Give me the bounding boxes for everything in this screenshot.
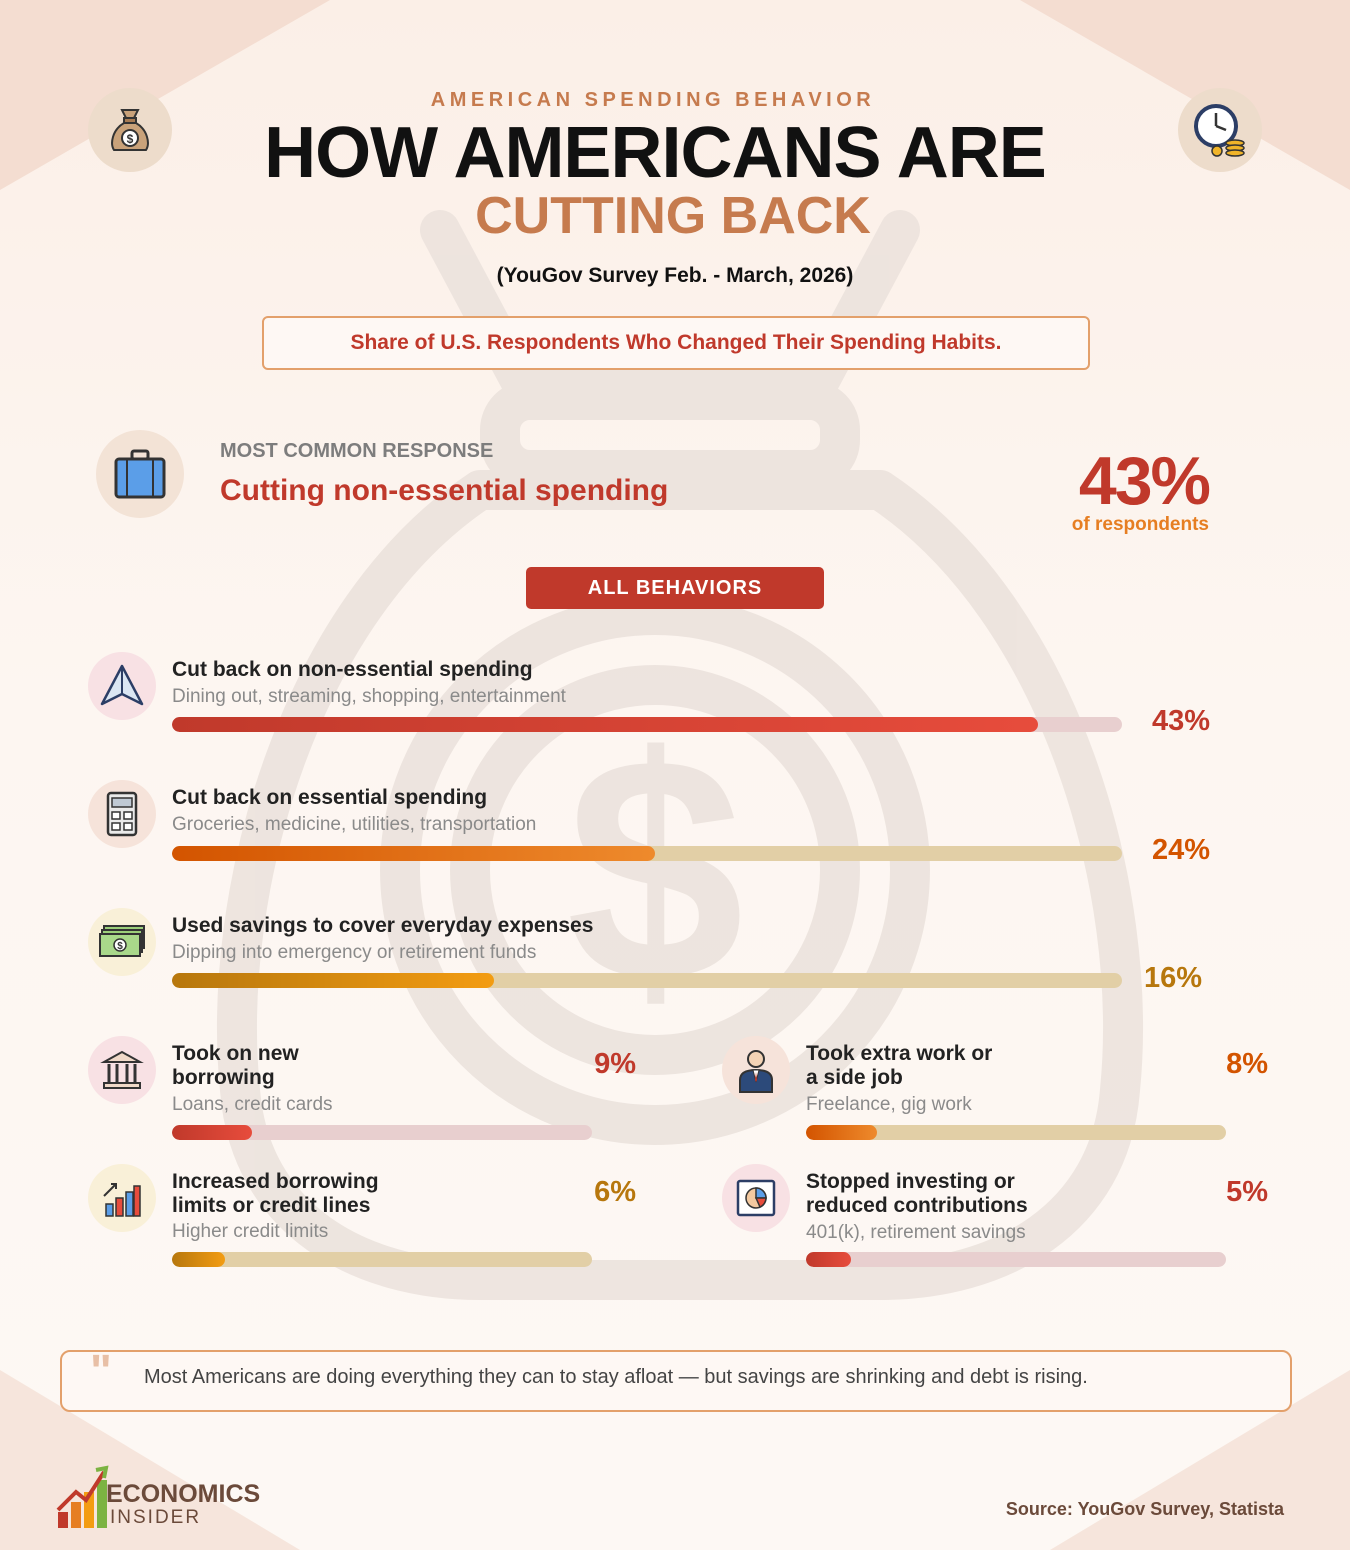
behavior-title: Took extra work or a side job <box>806 1042 992 1090</box>
svg-text:$: $ <box>117 941 123 952</box>
corner-decoration <box>0 0 330 190</box>
most-common-text: Cutting non-essential spending <box>220 474 669 507</box>
corner-decoration <box>1020 0 1350 190</box>
behavior-subtitle: Groceries, medicine, utilities, transpor… <box>172 814 537 835</box>
money-bag-icon: $ <box>88 88 172 172</box>
svg-text:$: $ <box>566 690 744 1048</box>
pie-chart-board-icon <box>722 1164 790 1232</box>
kicker: AMERICAN SPENDING BEHAVIOR <box>430 89 876 111</box>
cash-stack-icon: $ <box>88 908 156 976</box>
page-title-accent: CUTTING BACK <box>475 187 871 245</box>
behavior-title: Cut back on non-essential spending <box>172 658 533 681</box>
most-common-label: MOST COMMON RESPONSE <box>220 440 494 462</box>
bar-track <box>172 717 1122 732</box>
subtitle: Share of U.S. Respondents Who Changed Th… <box>350 331 1002 354</box>
bar-extra-work <box>806 1125 878 1140</box>
most-common-percent-sub: of respondents <box>1071 514 1209 535</box>
bank-icon <box>88 1036 156 1104</box>
behavior-subtitle: Higher credit limits <box>172 1221 329 1242</box>
page-title: HOW AMERICANS ARE <box>264 113 1047 193</box>
bar-track <box>806 1125 1226 1140</box>
quote-mark-icon: " <box>90 1345 112 1397</box>
businessman-icon <box>722 1036 790 1104</box>
behavior-subtitle: Freelance, gig work <box>806 1094 972 1115</box>
money-bag-watermark-icon: $ <box>217 210 1143 1300</box>
bar-savings <box>172 973 495 988</box>
behavior-title-line: borrowing <box>172 1066 275 1089</box>
behavior-title: Increased borrowing limits or credit lin… <box>172 1170 379 1218</box>
bar-stopped-investing <box>806 1252 851 1267</box>
behavior-title-line: a side job <box>806 1066 903 1089</box>
behavior-title-line: Increased borrowing <box>172 1170 379 1193</box>
logo-word: ECONOMICS <box>106 1480 261 1508</box>
bar-value-label: 43% <box>1151 705 1210 737</box>
economics-insider-logo-icon <box>56 1465 109 1528</box>
quote-box <box>60 1350 1292 1412</box>
behavior-title-line: limits or credit lines <box>172 1194 371 1217</box>
most-common-percent: 43% <box>1078 443 1211 519</box>
logo-word-sub: INSIDER <box>110 1507 202 1528</box>
bar-value-label: 8% <box>1226 1048 1268 1080</box>
bar-new-borrowing <box>172 1125 253 1140</box>
bar-credit-limits <box>172 1252 226 1267</box>
bar-essential <box>172 846 656 861</box>
behavior-title-line: reduced contributions <box>806 1194 1028 1217</box>
behavior-subtitle: Loans, credit cards <box>172 1094 333 1115</box>
all-behaviors-label: ALL BEHAVIORS <box>526 567 824 609</box>
bar-track <box>806 1252 1226 1267</box>
bar-value-label: 24% <box>1151 834 1210 866</box>
subtitle-box: Share of U.S. Respondents Who Changed Th… <box>262 316 1090 370</box>
bar-value-label: 6% <box>594 1176 636 1208</box>
behavior-title-line: Took on new <box>172 1042 299 1065</box>
source-note: Source: YouGov Survey, Statista <box>1005 1499 1284 1519</box>
bar-track <box>172 1125 592 1140</box>
behavior-title: Used savings to cover everyday expenses <box>172 914 594 937</box>
behavior-title: Stopped investing or reduced contributio… <box>806 1170 1028 1218</box>
bar-chart-up-icon <box>88 1164 156 1232</box>
behavior-title: Took on new borrowing <box>172 1042 299 1090</box>
clock-coins-icon <box>1178 88 1262 172</box>
bar-non-essential <box>172 717 1039 732</box>
bar-value-label: 5% <box>1226 1176 1268 1208</box>
calculator-icon <box>88 780 156 848</box>
briefcase-icon <box>96 430 184 518</box>
behavior-subtitle: Dipping into emergency or retirement fun… <box>172 942 537 963</box>
quote-text: Most Americans are doing everything they… <box>144 1366 1088 1388</box>
survey-note: (YouGov Survey Feb. - March, 2026) <box>496 264 854 287</box>
bar-value-label: 16% <box>1143 962 1202 994</box>
behavior-title-line: Took extra work or <box>806 1042 993 1065</box>
svg-text:$: $ <box>127 132 134 146</box>
bar-track <box>172 846 1122 861</box>
bar-track <box>172 1252 592 1267</box>
behavior-title: Cut back on essential spending <box>172 786 488 809</box>
behavior-title-line: Stopped investing or <box>806 1170 1015 1193</box>
bar-value-label: 9% <box>594 1048 636 1080</box>
paper-plane-icon <box>88 652 156 720</box>
bar-track <box>172 973 1122 988</box>
behavior-subtitle: Dining out, streaming, shopping, enterta… <box>172 686 566 707</box>
behavior-subtitle: 401(k), retirement savings <box>806 1222 1026 1243</box>
